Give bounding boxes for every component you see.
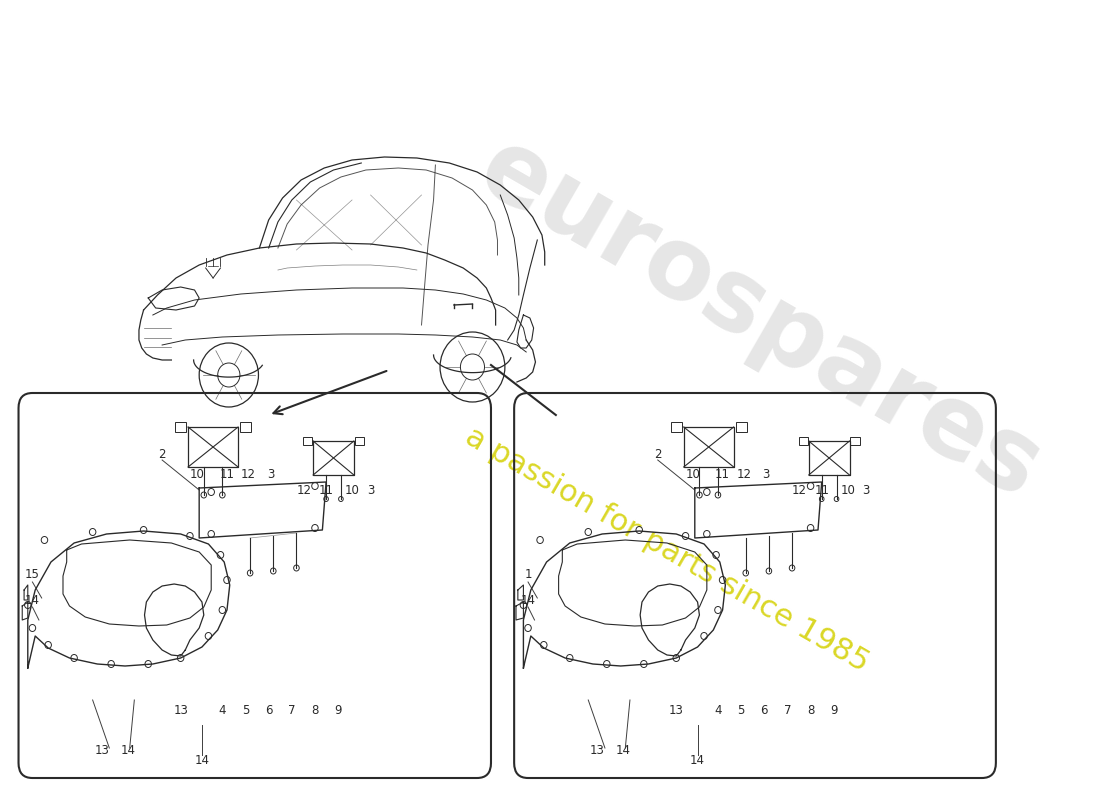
Bar: [355, 437, 364, 445]
Text: 2: 2: [654, 447, 661, 461]
Text: 4: 4: [219, 703, 227, 717]
Bar: [850, 437, 860, 445]
Text: 12: 12: [296, 483, 311, 497]
Text: 12: 12: [792, 483, 807, 497]
Bar: [302, 437, 312, 445]
Text: 5: 5: [242, 703, 250, 717]
Text: 6: 6: [265, 703, 273, 717]
Text: 3: 3: [762, 469, 770, 482]
Text: 6: 6: [760, 703, 768, 717]
Text: 3: 3: [367, 483, 374, 497]
Text: 10: 10: [344, 483, 360, 497]
Bar: [175, 422, 186, 432]
Text: 14: 14: [25, 594, 40, 606]
Text: 3: 3: [862, 483, 870, 497]
Bar: [240, 422, 251, 432]
Text: 13: 13: [590, 743, 605, 757]
Text: 12: 12: [736, 469, 751, 482]
Text: a passion for parts since 1985: a passion for parts since 1985: [460, 422, 873, 678]
Bar: [736, 422, 747, 432]
Text: 14: 14: [195, 754, 209, 766]
Text: 13: 13: [669, 703, 684, 717]
Text: 11: 11: [319, 483, 333, 497]
Text: 10: 10: [685, 469, 701, 482]
Text: 7: 7: [288, 703, 296, 717]
Text: 13: 13: [95, 743, 109, 757]
Text: 7: 7: [783, 703, 791, 717]
Text: eurospares: eurospares: [462, 120, 1057, 520]
Text: 5: 5: [737, 703, 745, 717]
Text: 14: 14: [690, 754, 705, 766]
Text: 9: 9: [334, 703, 342, 717]
Text: 15: 15: [25, 569, 40, 582]
Text: 8: 8: [311, 703, 319, 717]
Text: 11: 11: [715, 469, 730, 482]
Bar: [671, 422, 682, 432]
Text: 11: 11: [220, 469, 234, 482]
Bar: [799, 437, 807, 445]
Text: 14: 14: [616, 743, 631, 757]
Text: 2: 2: [158, 447, 166, 461]
Text: 3: 3: [267, 469, 274, 482]
Text: 8: 8: [807, 703, 814, 717]
Text: 14: 14: [120, 743, 135, 757]
Text: 9: 9: [830, 703, 837, 717]
Text: 1: 1: [525, 569, 531, 582]
Text: 10: 10: [840, 483, 855, 497]
Text: 14: 14: [520, 594, 536, 606]
Text: 12: 12: [241, 469, 256, 482]
Text: 10: 10: [190, 469, 205, 482]
Text: 13: 13: [173, 703, 188, 717]
Text: 11: 11: [814, 483, 829, 497]
Text: 4: 4: [714, 703, 722, 717]
